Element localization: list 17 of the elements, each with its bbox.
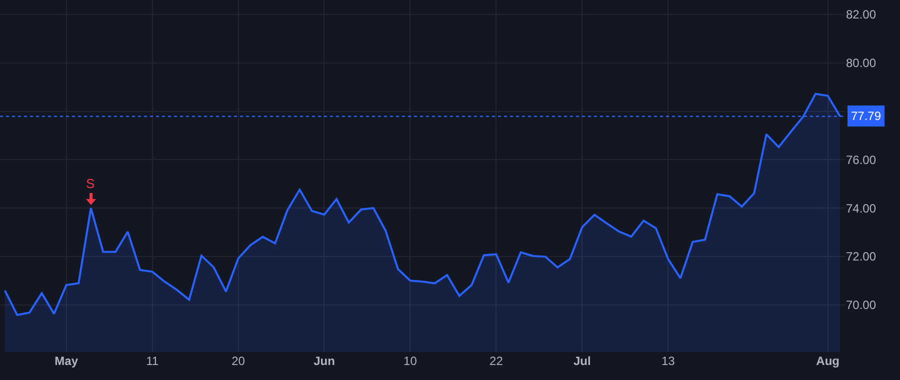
x-tick-label: Aug xyxy=(816,354,840,368)
y-tick-label: 76.00 xyxy=(846,152,876,167)
x-tick-label: May xyxy=(54,354,78,368)
ref-line-label: 77.79 xyxy=(851,109,882,123)
y-tick-label: 70.00 xyxy=(846,298,876,312)
y-tick-label: 72.00 xyxy=(846,250,876,264)
x-tick-label: Jul xyxy=(574,354,591,368)
y-tick-label: 80.00 xyxy=(846,56,876,70)
x-tick-label: 11 xyxy=(146,354,159,368)
y-tick-label: 82.00 xyxy=(846,8,876,22)
x-tick-label: 20 xyxy=(232,354,246,368)
x-tick-label: 22 xyxy=(490,354,504,368)
x-tick-label: 13 xyxy=(661,354,676,368)
x-tick-label: Jun xyxy=(314,354,335,368)
annotation: S xyxy=(86,176,95,191)
y-tick-label: 74.00 xyxy=(846,201,876,216)
x-tick-label: 10 xyxy=(404,354,418,368)
